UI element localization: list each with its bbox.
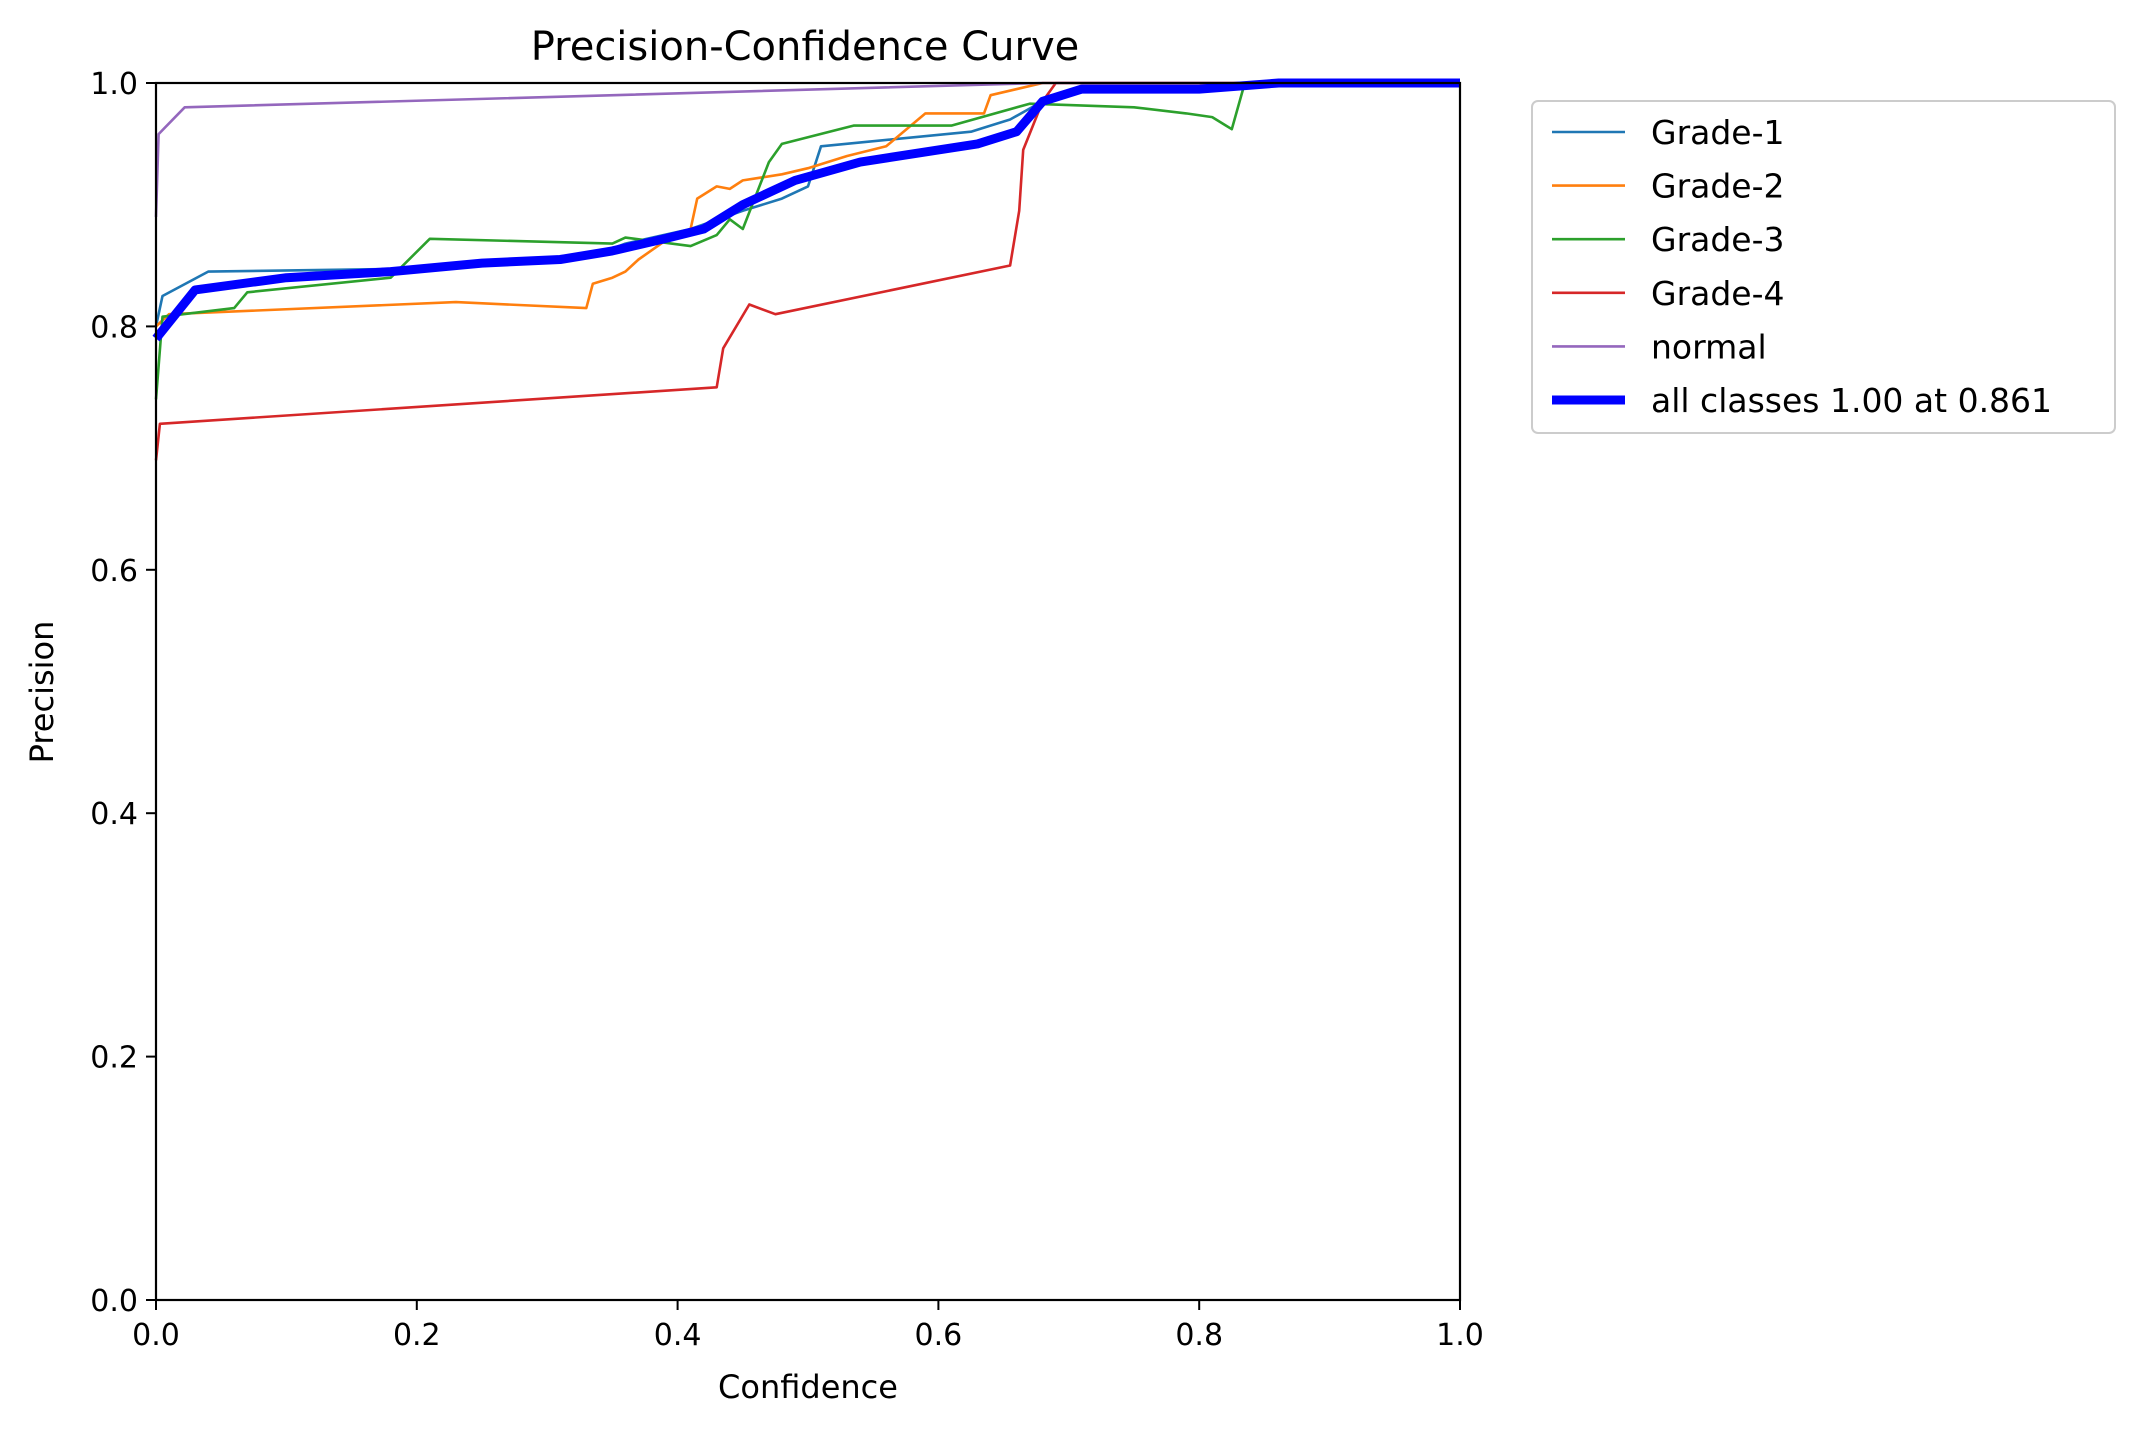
x-tick-label: 0.2: [393, 1318, 441, 1353]
series-line-grade-2: [155, 81, 1460, 328]
legend-label: Grade-4: [1651, 274, 1785, 313]
chart-title: Precision-Confidence Curve: [531, 24, 1080, 70]
x-tick-label: 0.8: [1175, 1318, 1223, 1353]
x-axis-ticks: 0.0 0.2 0.4 0.6 0.8 1.0: [132, 1300, 1484, 1353]
legend-items: Grade-1 Grade-2 Grade-3 Grade-4 normal all cl…: [1552, 113, 2052, 420]
plot-lines: [152, 78, 1460, 461]
y-axis-ticks: 0.0 0.2 0.4 0.6 0.8 1.0: [90, 67, 156, 1319]
legend-box: [1531, 100, 2116, 434]
plot-frame: [154, 81, 1462, 1302]
y-tick-label: 0.0: [90, 1284, 138, 1319]
y-tick-label: 0.6: [90, 554, 138, 589]
y-axis-label: Precision: [23, 621, 61, 764]
series-line-grade-3: [154, 81, 1460, 400]
y-tick-label: 0.2: [90, 1041, 138, 1076]
y-tick-label: 0.4: [90, 797, 138, 832]
legend-label: Grade-1: [1651, 113, 1785, 152]
legend: Grade-1 Grade-2 Grade-3 Grade-4 normal all cl…: [1531, 100, 2116, 434]
series-line-all-classes-1-00-at-0-861: [152, 78, 1460, 342]
legend-label: Grade-2: [1651, 167, 1785, 206]
legend-label: all classes 1.00 at 0.861: [1651, 381, 2052, 420]
x-tick-label: 0.6: [915, 1318, 963, 1353]
y-tick-label: 0.8: [90, 310, 138, 345]
x-axis-label: Confidence: [718, 1368, 898, 1406]
legend-label: Grade-3: [1651, 220, 1785, 259]
legend-label: normal: [1651, 327, 1767, 366]
x-tick-label: 0.0: [132, 1318, 180, 1353]
x-tick-label: 1.0: [1436, 1318, 1484, 1353]
x-tick-label: 0.4: [654, 1318, 702, 1353]
y-tick-label: 1.0: [90, 67, 138, 102]
